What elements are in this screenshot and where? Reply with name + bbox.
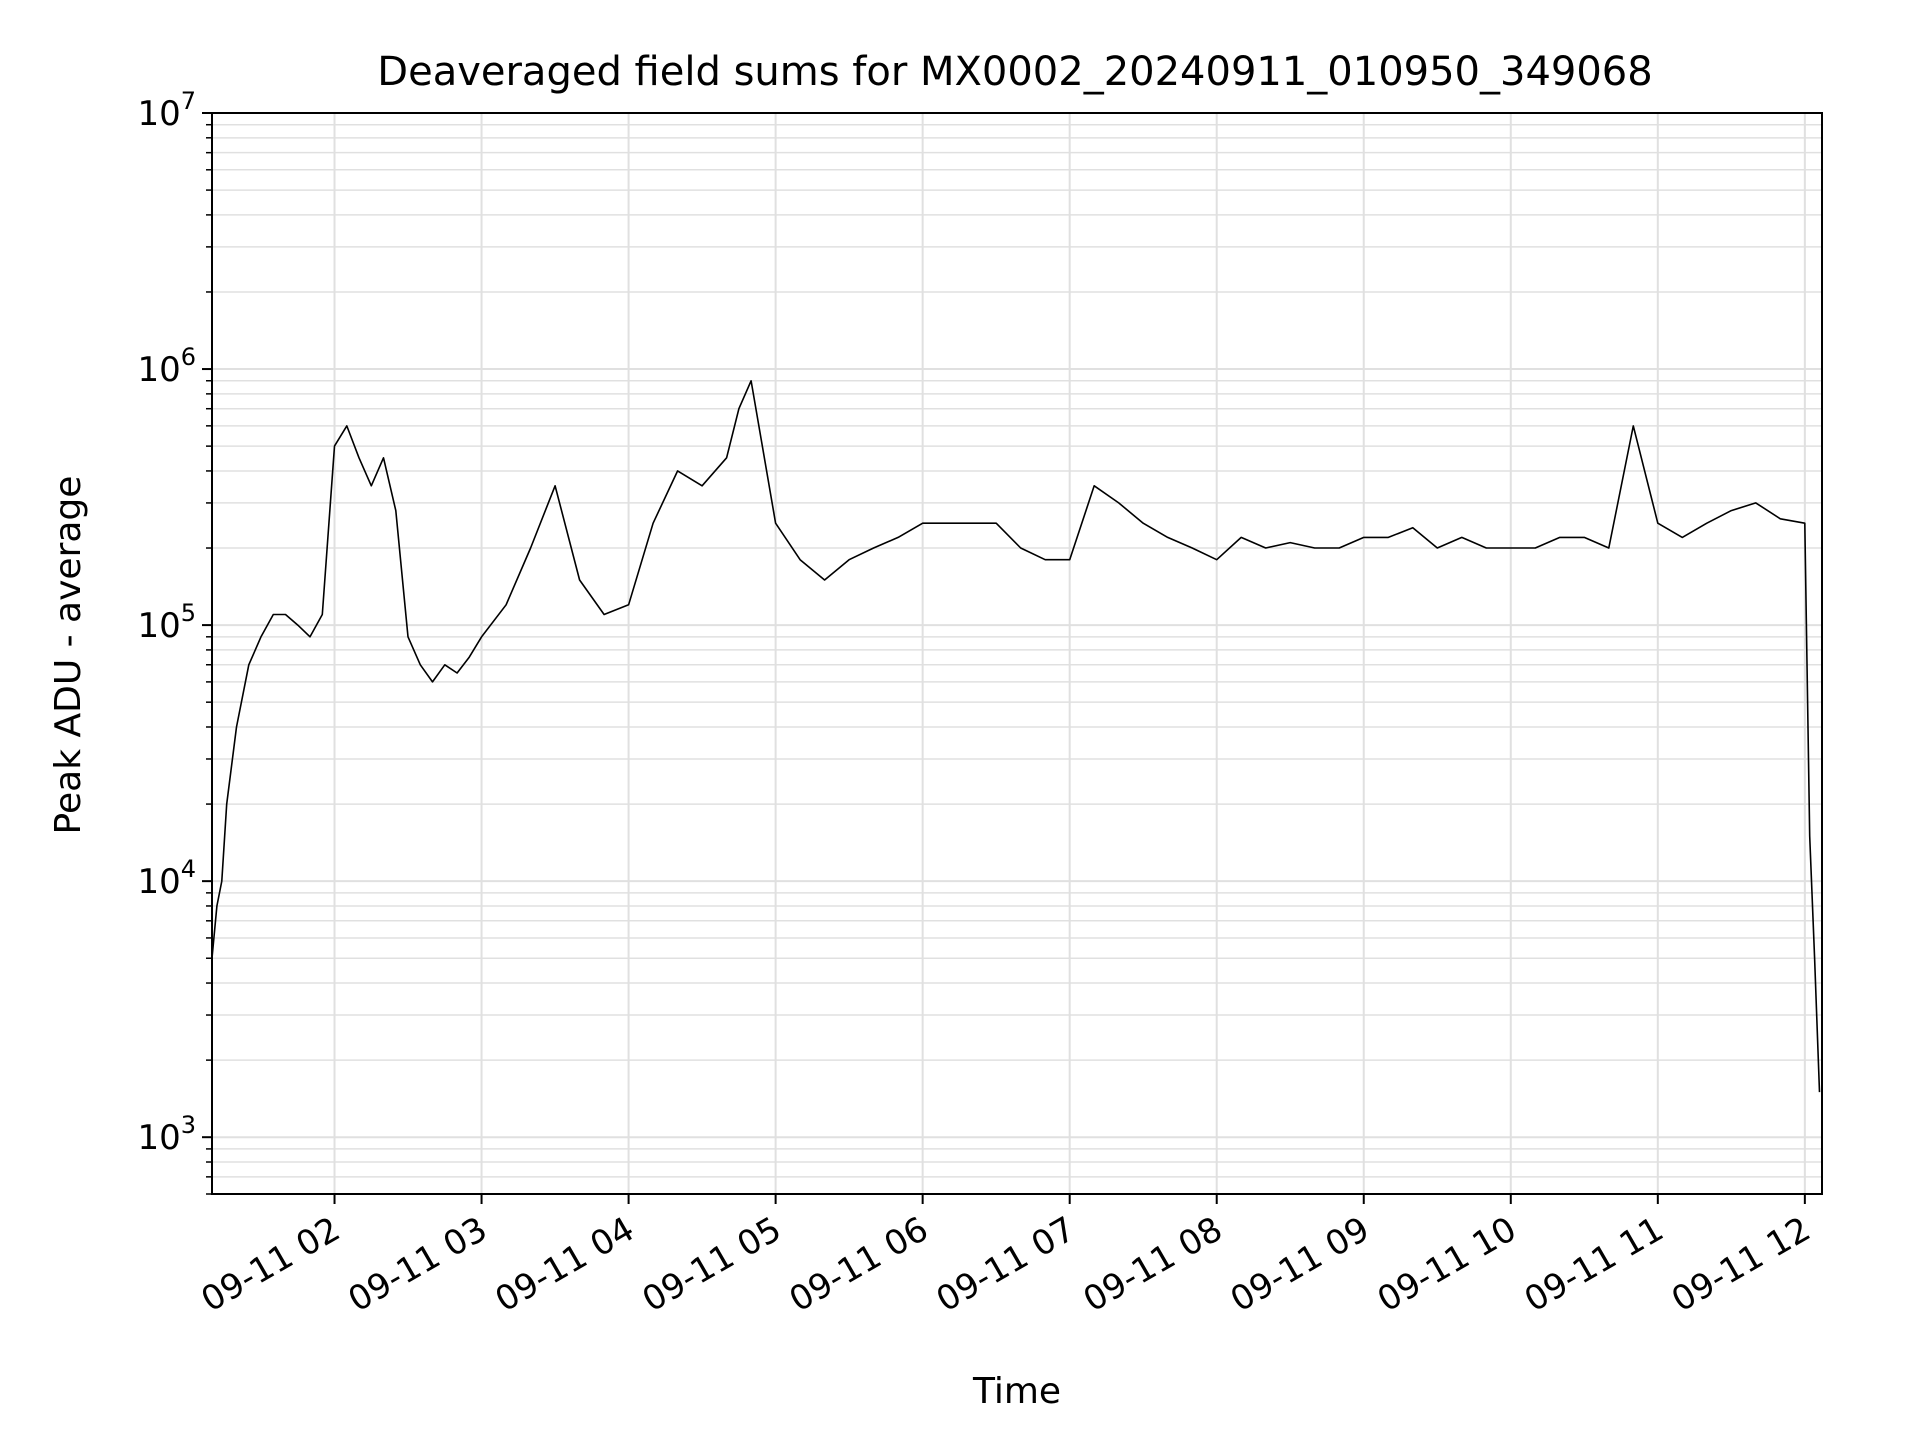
x-tick-label: 09-11 02 bbox=[195, 1209, 347, 1320]
y-axis-label: Peak ADU - average bbox=[48, 476, 89, 835]
y-tick-label: 104 bbox=[137, 855, 196, 902]
x-tick-label: 09-11 11 bbox=[1518, 1209, 1670, 1320]
x-tick-label: 09-11 04 bbox=[489, 1209, 641, 1320]
y-tick-label: 106 bbox=[137, 343, 196, 390]
chart-title: Deaveraged field sums for MX0002_2024091… bbox=[377, 49, 1652, 95]
y-tick-label: 105 bbox=[137, 599, 196, 646]
x-tick-label: 09-11 03 bbox=[342, 1209, 494, 1320]
x-tick-label: 09-11 10 bbox=[1371, 1209, 1523, 1320]
data-series bbox=[211, 379, 1821, 1093]
x-tick-label: 09-11 08 bbox=[1077, 1209, 1229, 1320]
x-tick-label: 09-11 07 bbox=[930, 1209, 1082, 1320]
x-axis-label: Time bbox=[972, 1371, 1061, 1412]
x-tick-label: 09-11 05 bbox=[636, 1209, 788, 1320]
series-line bbox=[211, 379, 1821, 1093]
x-tick-label: 09-11 06 bbox=[783, 1209, 935, 1320]
y-tick-label: 103 bbox=[137, 1111, 196, 1158]
x-tick-label: 09-11 12 bbox=[1665, 1209, 1817, 1320]
x-tick-label: 09-11 09 bbox=[1224, 1209, 1376, 1320]
grid-lines bbox=[212, 112, 1822, 1195]
y-tick-label: 107 bbox=[137, 87, 196, 134]
plot-area-frame bbox=[211, 112, 1823, 1195]
